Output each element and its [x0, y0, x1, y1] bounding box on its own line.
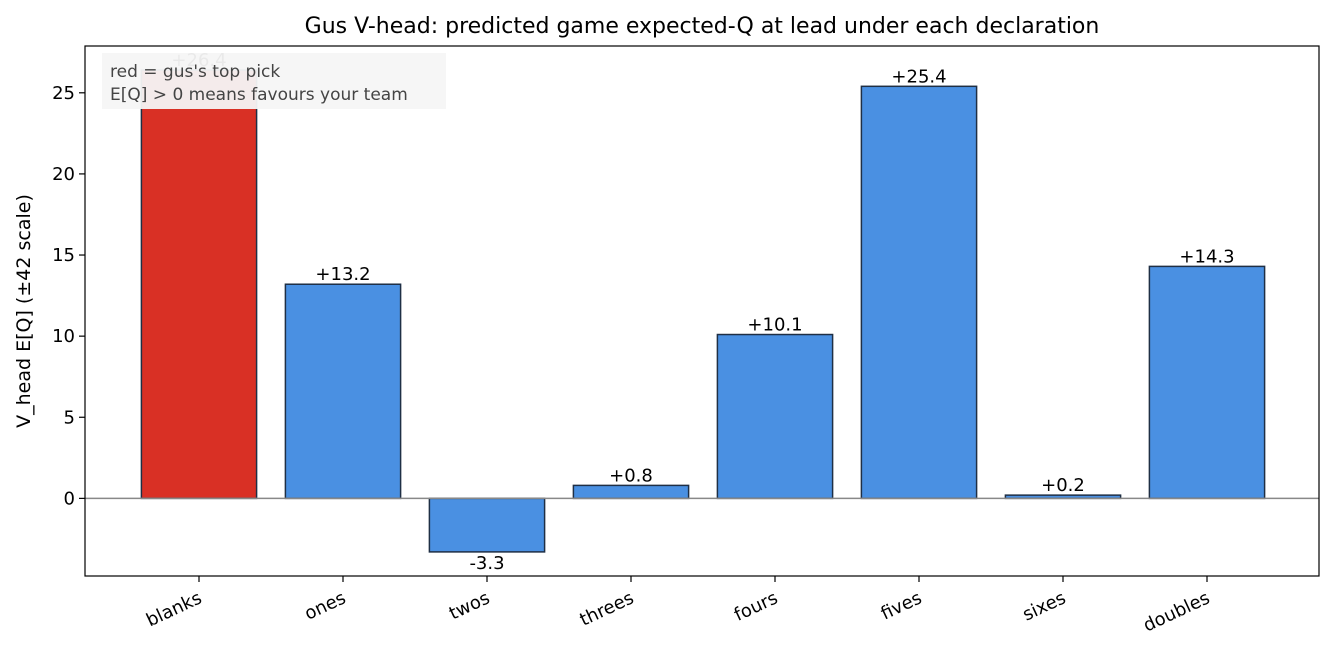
bar	[284, 283, 402, 500]
y-tick-label: 0	[64, 488, 75, 509]
y-tick-label: 20	[52, 164, 75, 185]
bar	[140, 69, 258, 500]
value-label: +13.2	[315, 264, 370, 285]
bar	[572, 484, 690, 500]
chart-title: Gus V-head: predicted game expected-Q at…	[305, 14, 1100, 39]
bar	[860, 85, 978, 500]
bar	[1148, 265, 1266, 500]
y-tick-label: 10	[52, 326, 75, 347]
bar	[428, 497, 546, 553]
value-label: +10.1	[747, 315, 802, 336]
value-label: -3.3	[469, 553, 504, 574]
annotation-text: red = gus's top pick	[110, 62, 280, 82]
y-tick-label: 15	[52, 245, 75, 266]
value-label: +14.3	[1179, 246, 1234, 267]
y-axis-label: V_head E[Q] (±42 scale)	[13, 194, 35, 428]
bar	[716, 333, 834, 500]
y-tick-label: 25	[52, 83, 75, 104]
annotation-box	[102, 53, 446, 109]
y-tick-label: 5	[64, 407, 75, 428]
value-label: +0.8	[609, 465, 653, 486]
value-label: +25.4	[891, 66, 946, 87]
value-label: +0.2	[1041, 475, 1085, 496]
axes-frame	[84, 45, 1320, 577]
annotation-text: E[Q] > 0 means favours your team	[110, 85, 408, 105]
